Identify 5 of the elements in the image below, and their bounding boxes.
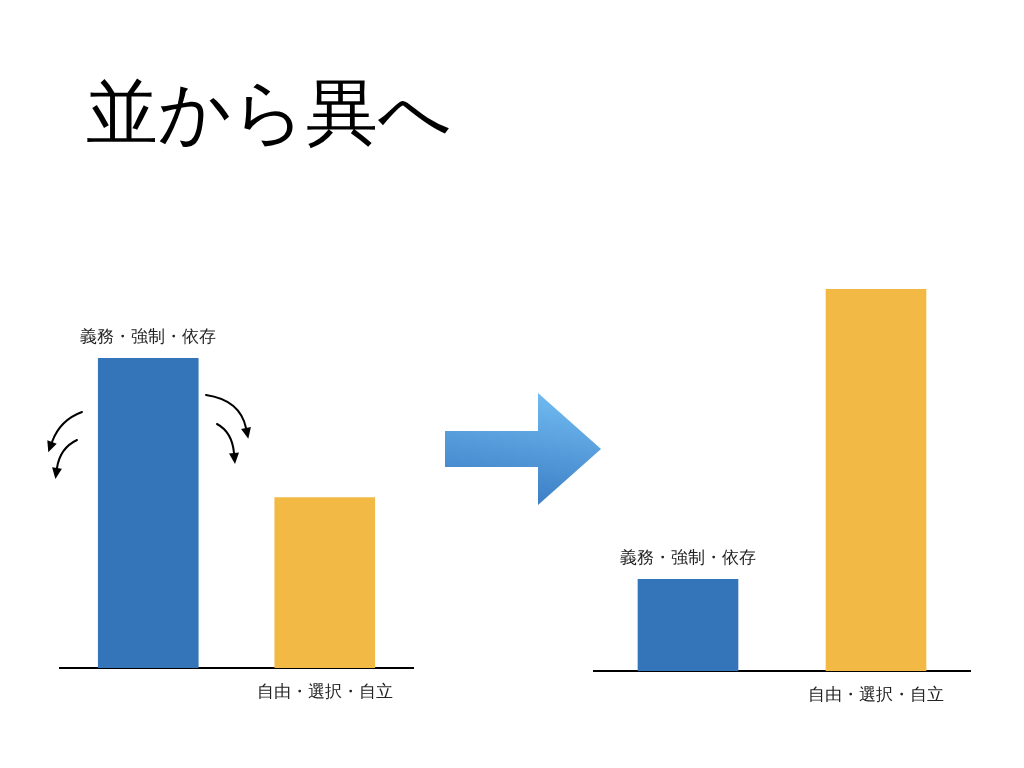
chart-title: 並から異へ: [86, 70, 452, 154]
x-tick-label: 義務・強制・依存: [80, 325, 217, 346]
x-tick-label: 自由・選択・自立: [808, 683, 944, 704]
x-tick-label: 自由・選択・自立: [256, 680, 393, 701]
x-tick-label: 義務・強制・依存: [620, 547, 756, 568]
